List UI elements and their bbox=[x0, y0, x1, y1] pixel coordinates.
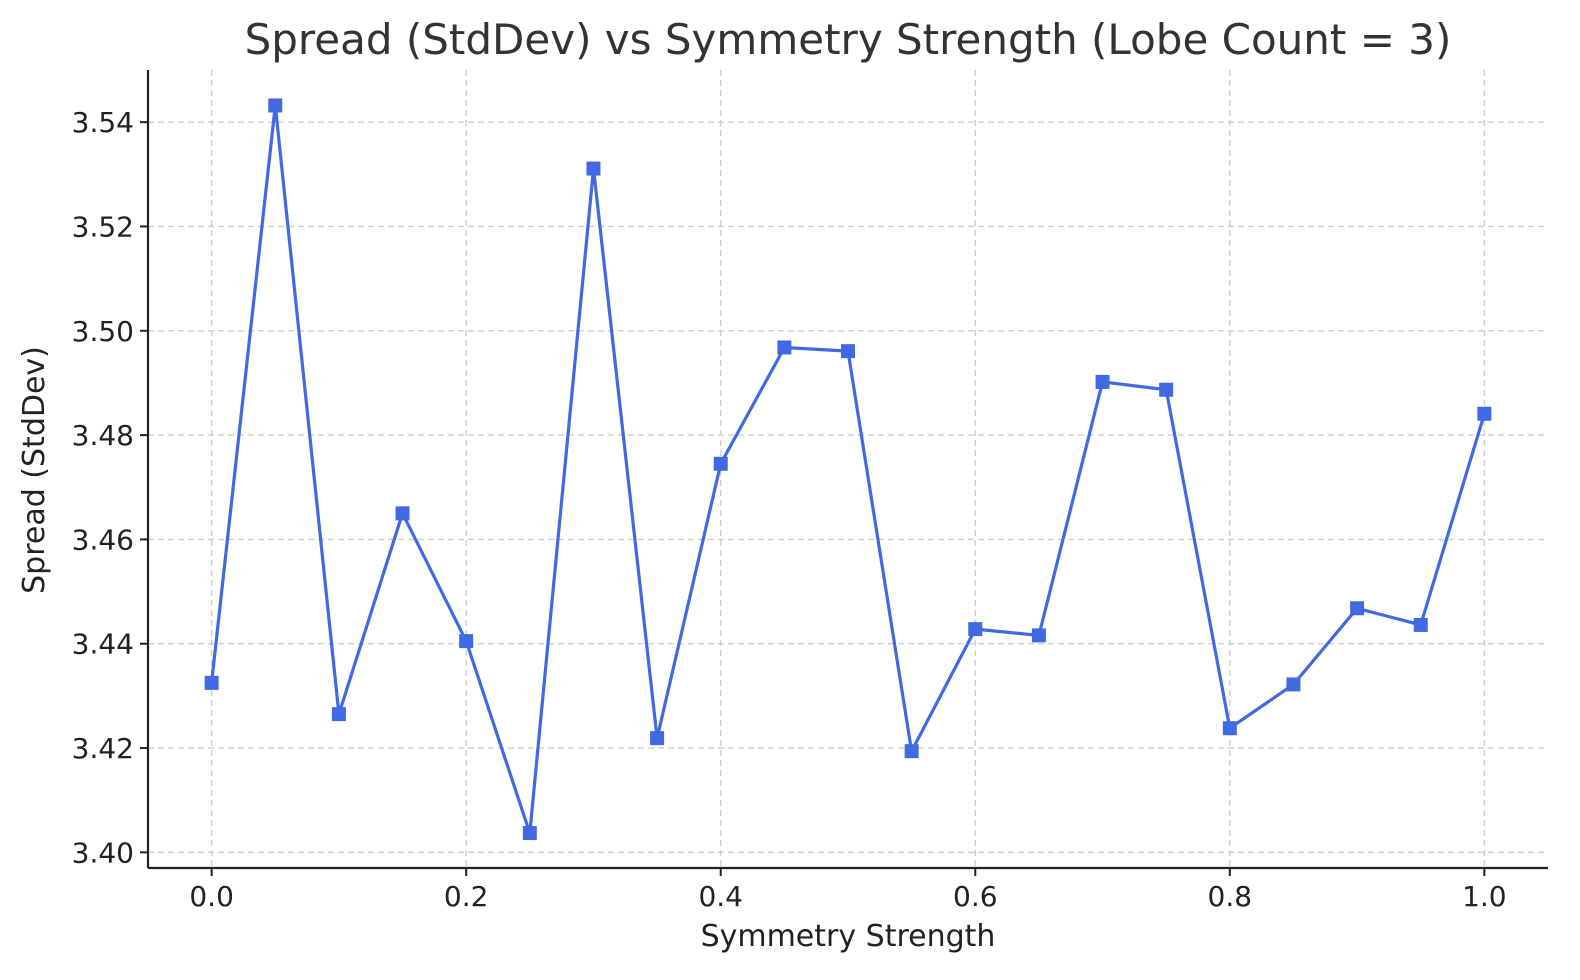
x-tick-label: 0.8 bbox=[1208, 880, 1253, 913]
data-point-marker bbox=[968, 622, 983, 637]
data-point-marker bbox=[522, 826, 537, 841]
data-point-marker bbox=[395, 506, 410, 521]
data-point-marker bbox=[713, 456, 728, 471]
y-tick-label: 3.48 bbox=[72, 419, 134, 452]
data-point-marker bbox=[1031, 628, 1046, 643]
data-point-marker bbox=[841, 344, 855, 359]
data-point-marker bbox=[777, 340, 792, 355]
data-point-marker bbox=[204, 675, 219, 690]
y-tick-label: 3.40 bbox=[72, 836, 134, 869]
data-point-marker bbox=[1095, 374, 1110, 389]
data-point-marker bbox=[1222, 721, 1237, 736]
data-point-marker bbox=[1350, 601, 1365, 616]
data-point-marker bbox=[331, 707, 346, 722]
y-tick-label: 3.44 bbox=[72, 628, 134, 661]
data-point-marker bbox=[268, 98, 283, 113]
x-ticks: 0.0 0.2 0.4 0.6 0.8 1.0 bbox=[189, 868, 1507, 913]
axes bbox=[146, 70, 1548, 870]
series-group bbox=[204, 98, 1492, 841]
y-tick-label: 3.46 bbox=[72, 523, 134, 556]
x-tick-label: 0.6 bbox=[953, 880, 998, 913]
chart-title: Spread (StdDev) vs Symmetry Strength (Lo… bbox=[245, 15, 1452, 64]
x-tick-label: 0.4 bbox=[698, 880, 743, 913]
x-axis-label: Symmetry Strength bbox=[701, 919, 996, 954]
data-point-marker bbox=[459, 634, 474, 649]
x-tick-label: 0.2 bbox=[444, 880, 489, 913]
x-tick-label: 0.0 bbox=[189, 880, 234, 913]
data-point-marker bbox=[650, 731, 665, 746]
y-axis-label: Spread (StdDev) bbox=[17, 346, 52, 594]
data-point-marker bbox=[1159, 382, 1174, 397]
y-tick-label: 3.54 bbox=[72, 106, 134, 139]
data-point-marker bbox=[1477, 406, 1492, 421]
y-tick-label: 3.42 bbox=[72, 732, 134, 765]
y-tick-label: 3.50 bbox=[72, 315, 134, 348]
x-tick-label: 1.0 bbox=[1462, 880, 1507, 913]
grid-lines bbox=[148, 70, 1548, 868]
y-ticks: 3.40 3.42 3.44 3.46 3.48 3.50 3.52 3.54 bbox=[72, 106, 148, 869]
data-point-marker bbox=[1413, 617, 1428, 632]
y-tick-label: 3.52 bbox=[72, 210, 134, 243]
series-line bbox=[210, 103, 1486, 835]
data-point-marker bbox=[904, 744, 919, 759]
data-point-marker bbox=[1286, 677, 1301, 692]
data-point-marker bbox=[586, 161, 601, 176]
